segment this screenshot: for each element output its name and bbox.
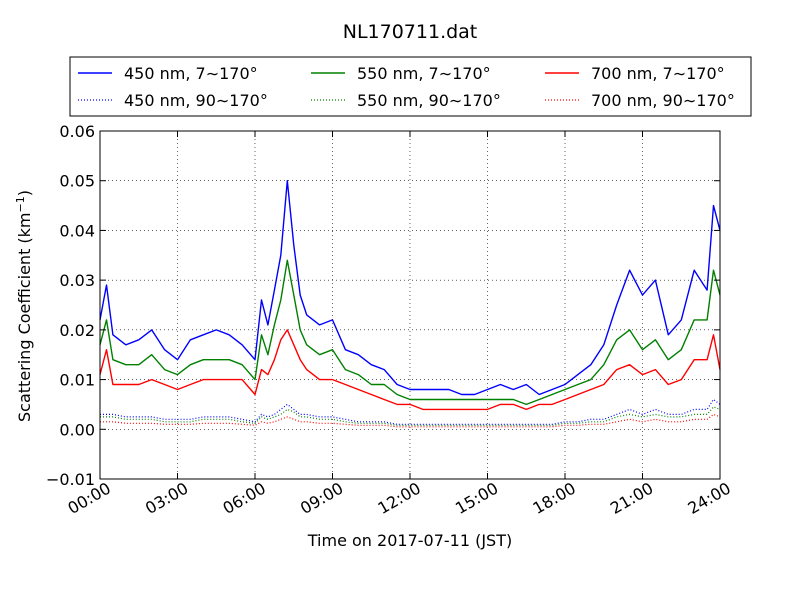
series-line-2 — [99, 329, 721, 411]
series-line-5 — [100, 413, 721, 428]
grid-lines — [99, 130, 721, 480]
y-axis-title-main: Scattering Coefficient (km — [15, 212, 34, 422]
legend-label-3: 450 nm, 90∼170° — [124, 91, 268, 110]
ticks — [99, 130, 721, 480]
y-tick-label: 0.04 — [59, 221, 95, 240]
legend-box — [69, 56, 752, 117]
x-tick-label: 06:00 — [220, 478, 269, 518]
x-tick-label: 15:00 — [452, 478, 501, 518]
legend-label-1: 550 nm, 7∼170° — [357, 64, 491, 83]
legend-label-4: 550 nm, 90∼170° — [357, 91, 501, 110]
plot-area — [99, 130, 721, 480]
series-line-4 — [100, 406, 721, 426]
y-axis-title-sup: −1 — [14, 196, 27, 212]
series-lines — [99, 179, 721, 428]
legend-label-2: 700 nm, 7∼170° — [591, 64, 725, 83]
y-tick-label: 0.01 — [59, 371, 95, 390]
x-tick-label: 09:00 — [297, 478, 346, 518]
x-tick-label: 03:00 — [142, 478, 191, 518]
chart-title: NL170711.dat — [343, 21, 478, 43]
y-axis-title-end: ) — [15, 190, 34, 196]
x-tick-label: 21:00 — [607, 478, 656, 518]
x-tick-label: 24:00 — [685, 478, 734, 518]
y-tick-label: 0.05 — [59, 172, 95, 191]
x-tick-label: 12:00 — [375, 478, 424, 518]
y-tick-label: −0.01 — [46, 470, 95, 489]
y-tick-label: 0.02 — [59, 321, 95, 340]
legend: 450 nm, 7∼170° 550 nm, 7∼170° 700 nm, 7∼17… — [69, 56, 752, 117]
x-axis-title: Time on 2017-07-11 (JST) — [307, 531, 512, 550]
x-tick-label: 18:00 — [530, 478, 579, 518]
y-tick-label: 0.00 — [59, 420, 95, 439]
y-tick-label: 0.03 — [59, 271, 95, 290]
y-tick-labels: −0.01 0.00 0.01 0.02 0.03 0.04 0.05 0.06 — [46, 122, 95, 489]
y-tick-label: 0.06 — [59, 122, 95, 141]
series-line-0 — [99, 179, 721, 396]
x-tick-labels: 00:00 03:00 06:00 09:00 12:00 15:00 18:00 21:00… — [65, 478, 734, 518]
legend-label-5: 700 nm, 90∼170° — [591, 91, 735, 110]
y-axis-title: Scattering Coefficient (km−1) — [14, 190, 34, 422]
series-line-1 — [99, 259, 721, 406]
series-line-3 — [100, 398, 721, 425]
legend-label-0: 450 nm, 7∼170° — [124, 64, 258, 83]
